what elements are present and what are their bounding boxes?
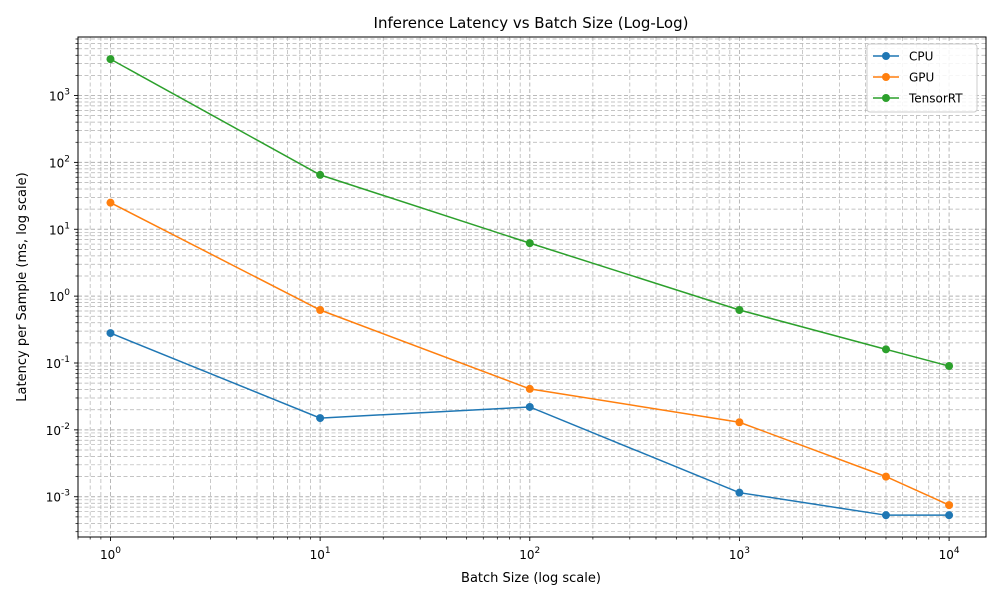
data-point-tensorrt — [735, 306, 744, 315]
series-line-gpu — [110, 201, 950, 506]
data-point-gpu — [525, 384, 534, 393]
y-tick-label: 101 — [49, 221, 70, 237]
data-point-cpu — [525, 402, 534, 411]
chart-title: Inference Latency vs Batch Size (Log-Log… — [374, 14, 689, 32]
y-axis-label: Latency per Sample (ms, log scale) — [15, 172, 30, 401]
legend-box — [866, 43, 978, 113]
x-tick-label: 101 — [310, 546, 331, 562]
data-point-tensorrt — [316, 170, 325, 179]
series-gpu — [106, 198, 954, 510]
legend-label-gpu: GPU — [909, 71, 934, 85]
data-point-cpu — [945, 511, 954, 520]
legend: CPU GPU TensorRT — [866, 43, 978, 113]
data-point-gpu — [881, 472, 890, 481]
x-tick-label: 103 — [729, 546, 750, 562]
x-tick-label: 100 — [100, 546, 121, 562]
plot-frame — [77, 36, 987, 538]
data-point-cpu — [316, 414, 325, 423]
data-point-tensorrt — [106, 55, 115, 64]
data-point-gpu — [945, 501, 954, 510]
data-point-tensorrt — [945, 362, 954, 371]
series-cpu — [106, 329, 954, 520]
y-tick-label: 10-1 — [46, 355, 70, 371]
legend-item-gpu: GPU — [873, 71, 934, 85]
x-axis-label: Batch Size (log scale) — [461, 571, 601, 586]
data-point-tensorrt — [881, 345, 890, 354]
x-tick-label: 102 — [519, 546, 540, 562]
legend-marker-cpu — [882, 52, 890, 60]
series-line-cpu — [110, 332, 950, 516]
data-point-gpu — [106, 198, 115, 207]
y-tick-label: 100 — [49, 288, 70, 304]
series-tensorrt — [106, 55, 954, 371]
data-point-tensorrt — [525, 239, 534, 248]
legend-marker-tensorrt — [882, 94, 890, 102]
legend-item-cpu: CPU — [873, 50, 933, 64]
data-point-cpu — [881, 511, 890, 520]
legend-item-tensorrt: TensorRT — [873, 92, 963, 106]
series-line-tensorrt — [110, 58, 950, 367]
legend-marker-gpu — [882, 73, 890, 81]
grid — [77, 37, 986, 537]
data-point-cpu — [735, 488, 744, 497]
y-tick-label: 10-2 — [46, 422, 70, 438]
legend-label-tensorrt: TensorRT — [908, 92, 963, 106]
y-tick-label: 102 — [49, 154, 70, 170]
legend-label-cpu: CPU — [909, 50, 933, 64]
data-point-gpu — [735, 418, 744, 427]
plot-series — [106, 55, 954, 520]
x-tick-label: 104 — [939, 546, 960, 562]
y-tick-label: 10-3 — [46, 489, 70, 505]
axis-ticks: 100 101 102 103 104 10-3 10-2 10-1 100 101 102 103 — [46, 38, 960, 562]
y-tick-label: 103 — [49, 88, 70, 104]
data-point-gpu — [316, 306, 325, 315]
data-point-cpu — [106, 329, 115, 338]
